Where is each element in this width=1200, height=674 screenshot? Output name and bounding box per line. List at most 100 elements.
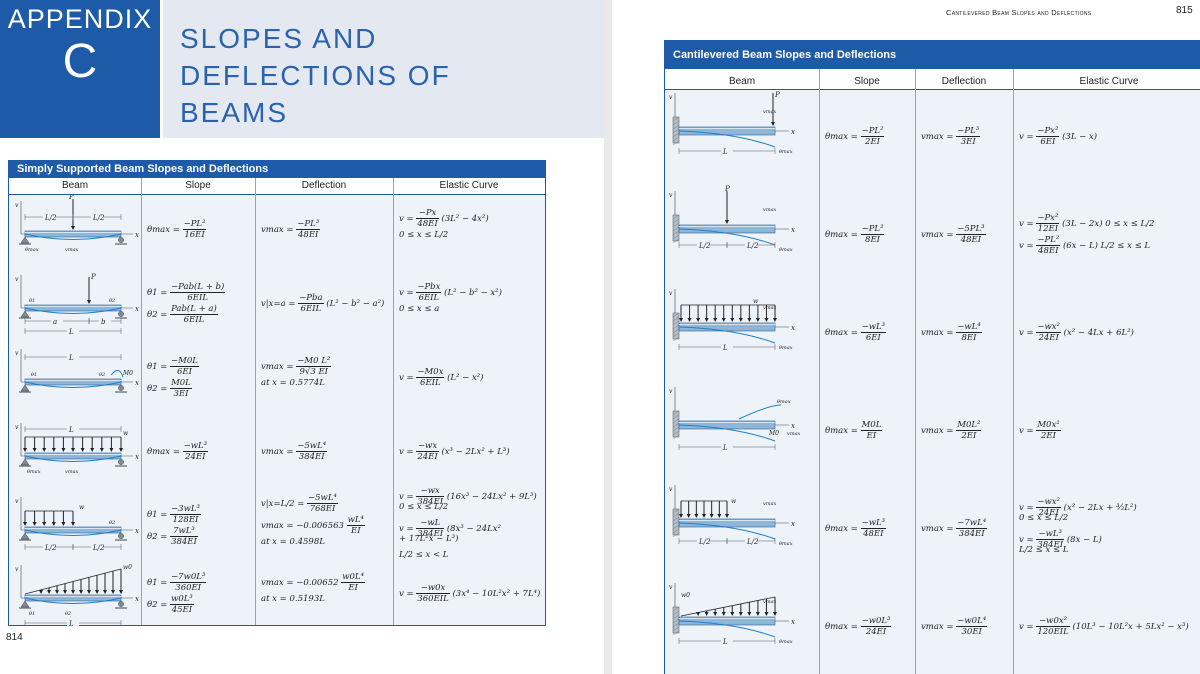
deflection-formula-numerator: −Pba [298,293,324,304]
figure-label: v [669,584,673,591]
figure-label: L/2 [92,214,105,222]
dimension-label-bg [721,147,733,155]
col-header-slope: Slope [854,76,880,87]
wall-hatch [672,508,680,514]
slope-formula-denominator: 360EI [175,583,202,593]
deflection-formula-fraction: −5wL⁴ 768EI [307,493,338,514]
load-arrow-head [717,514,722,518]
curve-formula-numerator: −wL [416,518,445,529]
figure-label: vmax [763,109,777,115]
curve-formula: v = −wL³ 384EI (8x − L) [1019,529,1102,550]
deflection-formula-lhs: vmax = [921,132,954,142]
curve-formula-rhs: (10L³ − 10L²x + 5Lx² − x³) [1072,622,1189,632]
slope-formula: θ2 = w0L³ 45EI [147,594,194,615]
load-arrow-head [738,318,743,322]
load-arrow-head [773,612,777,616]
curve-formula-denominator: 6EIL [420,378,441,388]
curve-formula-fraction: −wL³ 384EI [1036,529,1065,550]
slope-formula-numerator: 7wL³ [170,526,198,537]
wall-hatch [672,630,680,636]
figure-label: L/2 [746,538,759,546]
figure-label: L [722,444,728,452]
slope-formula-lhs: θmax = [825,622,858,632]
deflection-formula-lhs: vmax = [921,328,954,338]
load-arrow-head [764,612,769,616]
figure-label: vmax [787,431,801,437]
load-arrow-head [704,318,709,322]
deflection-formula-denominator: EI [351,526,361,536]
curve-formula: L/2 ≤ x ≤ L [1019,545,1068,555]
slope-formula-lhs: θ1 = [147,510,168,520]
deflection-formula-numerator: M0L² [956,420,982,431]
slope-formula-denominator: 48EI [863,529,884,539]
curve-formula-denominator: 360EIL [417,594,449,604]
curve-formula-rhs: (6x − L) L/2 ≤ x ≤ L [1062,241,1151,251]
load-arrow-head [103,590,107,594]
deflection-formula-denominator: 768EI [309,504,336,514]
elastic-curve-line [678,130,776,148]
appendix-title-panel [163,0,604,138]
curve-formula-numerator: −M0x [416,367,445,378]
dimension-label-bg [67,327,79,335]
figure-label: L/2 [92,544,105,552]
elastic-curve-line [678,228,776,246]
curve-formula-numerator: −Pbx [416,282,442,293]
wall-hatch [672,140,680,146]
page-gutter [604,0,612,674]
curve-formula: v = −w0x² 120EIL (10L³ − 10L²x + 5Lx² − x… [1019,616,1189,637]
figure-label: x [791,324,795,332]
wall-hatch [672,414,680,420]
deflection-formula-fraction: −5wL⁴ 384EI [296,441,328,462]
slope-formula-numerator: −wL³ [182,441,209,452]
deflection-formula-numerator: −5PL³ [956,224,986,235]
curve-formula: v = −w0x 360EIL (3x⁴ − 10L²x² + 7L⁴) [399,583,540,604]
curve-formula-lhs: v = [399,492,414,502]
slope-formula-lhs: θmax = [825,328,858,338]
deflection-formula-denominator: 48EI [298,230,319,240]
deflection-formula: at x = 0.5193L [261,594,325,604]
wall-hatch [672,422,680,428]
load-arrow-head [71,448,75,452]
figure-label: w [123,430,129,437]
slope-formula-numerator: −w0L³ [860,616,892,627]
curve-formula-numerator: −Px [416,208,439,219]
figure-label: v [15,498,19,505]
figure-label: L/2 [746,242,759,250]
load-arrow-head [773,318,777,322]
curve-formula-numerator: −wx² [1036,497,1061,508]
figure-label: x [135,305,139,313]
dimension-label-bg [43,543,55,551]
figure-label: P [68,195,74,201]
figure-label: x [135,231,139,239]
roller-support [118,311,124,317]
wall-hatch [672,524,680,530]
dimension-label-bg [721,443,733,451]
wall-hatch [672,120,680,126]
curve-formula-rhs: (16x³ − 24Lx² + 9L³) [446,492,537,502]
slope-formula: θ1 = −3wL³ 128EI [147,504,201,525]
deflection-formula-numerator: −wL⁴ [956,322,982,333]
slope-formula-denominator: 2EI [865,137,881,147]
simply-supported-table: Simply Supported Beam Slopes and Deflect… [8,160,546,628]
figure-label: θmax [779,149,793,155]
dimension-label-bg [697,241,709,249]
load-arrow-head [721,612,726,616]
slope-formula-denominator: 24EI [865,627,887,637]
wall-hatch [672,238,680,244]
wall-hatch [672,430,680,436]
cantilevered-table-title: Cantilevered Beam Slopes and Deflections [665,41,1200,69]
slope-formula: θmax = −wL³ 48EI [825,518,887,539]
deflection-formula-lhs: vmax = [921,622,954,632]
slope-formula-lhs: θ1 = [147,362,168,372]
dimension-label-bg [697,537,709,545]
deflection-formula-denominator: 384EI [298,452,325,462]
figure-label: vmax [763,501,777,507]
deflection-formula-lhs: vmax = [261,362,294,372]
load-arrow-head [119,448,123,452]
column-divider [141,178,142,625]
slope-formula: θ2 = M0L 3EI [147,378,192,399]
pin-support [20,236,30,244]
slope-formula-denominator: 6EIL [183,315,205,325]
elastic-curve-line [678,326,776,344]
slope-formula-fraction: −Pab(L + b) 6EIL [170,282,226,303]
